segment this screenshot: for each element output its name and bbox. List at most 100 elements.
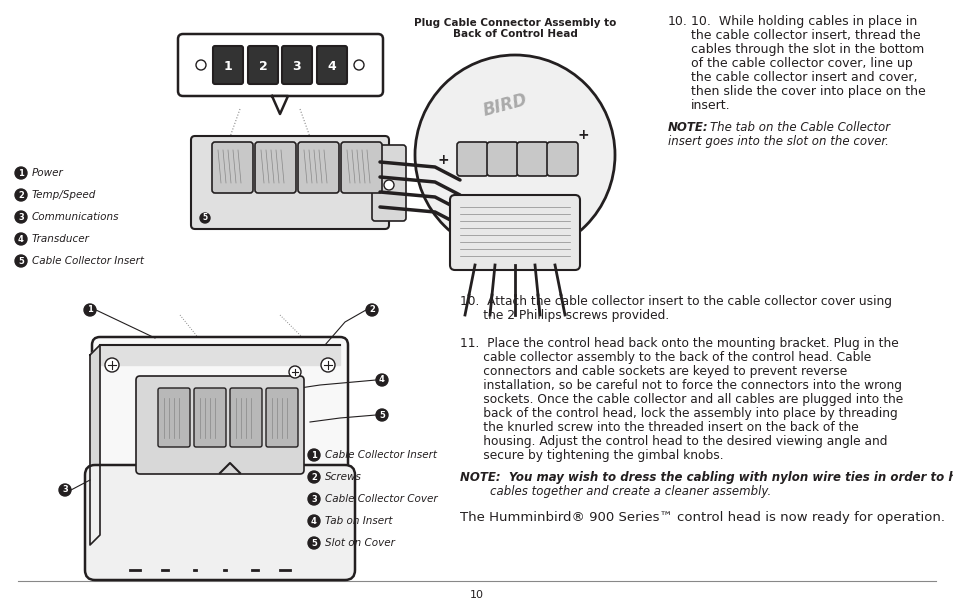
Text: 4: 4	[18, 234, 24, 244]
Text: NOTE:: NOTE:	[667, 121, 708, 134]
Circle shape	[354, 60, 364, 70]
Text: secure by tightening the gimbal knobs.: secure by tightening the gimbal knobs.	[459, 449, 723, 462]
Text: 2: 2	[311, 473, 316, 482]
Text: 3: 3	[18, 213, 24, 222]
Text: Tab on Insert: Tab on Insert	[325, 516, 392, 527]
Text: cables together and create a cleaner assembly.: cables together and create a cleaner ass…	[459, 485, 770, 498]
Text: the cable collector insert and cover,: the cable collector insert and cover,	[690, 71, 917, 84]
Text: back of the control head, lock the assembly into place by threading: back of the control head, lock the assem…	[459, 407, 897, 420]
Text: +: +	[577, 128, 588, 142]
Text: connectors and cable sockets are keyed to prevent reverse: connectors and cable sockets are keyed t…	[459, 365, 846, 378]
Circle shape	[15, 255, 27, 267]
Text: 1: 1	[18, 169, 24, 177]
Text: +: +	[436, 153, 448, 167]
Text: NOTE:  You may wish to dress the cabling with nylon wire ties in order to hold t: NOTE: You may wish to dress the cabling …	[459, 471, 953, 484]
FancyBboxPatch shape	[178, 34, 382, 96]
FancyBboxPatch shape	[212, 142, 253, 193]
Text: 11.  Place the control head back onto the mounting bracket. Plug in the: 11. Place the control head back onto the…	[459, 337, 898, 350]
Text: Power: Power	[32, 169, 64, 178]
Text: the cable collector insert, thread the: the cable collector insert, thread the	[690, 29, 920, 42]
Circle shape	[200, 213, 210, 223]
Text: then slide the cover into place on the: then slide the cover into place on the	[690, 85, 924, 98]
Circle shape	[308, 493, 319, 505]
FancyBboxPatch shape	[85, 465, 355, 580]
Text: 10.  Attach the cable collector insert to the cable collector cover using: 10. Attach the cable collector insert to…	[459, 295, 891, 308]
Text: insert.: insert.	[690, 99, 730, 112]
Circle shape	[415, 55, 615, 255]
FancyBboxPatch shape	[450, 195, 579, 270]
Circle shape	[308, 449, 319, 461]
Polygon shape	[90, 345, 100, 545]
Text: Cable Collector Insert: Cable Collector Insert	[325, 451, 436, 460]
Circle shape	[59, 484, 71, 496]
FancyBboxPatch shape	[248, 46, 277, 84]
FancyBboxPatch shape	[230, 388, 262, 447]
Text: 4: 4	[311, 516, 316, 526]
Text: the knurled screw into the threaded insert on the back of the: the knurled screw into the threaded inse…	[459, 421, 858, 434]
FancyBboxPatch shape	[546, 142, 578, 176]
Text: The tab on the Cable Collector: The tab on the Cable Collector	[709, 121, 889, 134]
Text: 3: 3	[311, 495, 316, 504]
Text: 5: 5	[378, 410, 384, 420]
Text: 5: 5	[202, 214, 208, 222]
Circle shape	[15, 211, 27, 223]
Text: 4: 4	[378, 376, 384, 384]
Text: Cable Collector Cover: Cable Collector Cover	[325, 495, 437, 504]
Circle shape	[289, 366, 301, 378]
Circle shape	[84, 304, 96, 316]
Circle shape	[375, 409, 388, 421]
Text: the 2 Phillips screws provided.: the 2 Phillips screws provided.	[459, 309, 669, 322]
FancyBboxPatch shape	[193, 388, 226, 447]
Text: 10.: 10.	[667, 15, 687, 28]
FancyBboxPatch shape	[372, 145, 406, 221]
Polygon shape	[100, 345, 339, 365]
Polygon shape	[272, 96, 288, 114]
FancyBboxPatch shape	[297, 142, 338, 193]
Polygon shape	[220, 463, 240, 473]
FancyBboxPatch shape	[254, 142, 295, 193]
Text: 1: 1	[223, 60, 233, 72]
Text: BIRD: BIRD	[480, 91, 529, 119]
Text: 3: 3	[62, 485, 68, 495]
Text: The Humminbird® 900 Series™ control head is now ready for operation.: The Humminbird® 900 Series™ control head…	[459, 511, 944, 524]
FancyBboxPatch shape	[191, 136, 389, 229]
Text: 2: 2	[18, 191, 24, 200]
FancyBboxPatch shape	[91, 337, 348, 543]
Text: Cable Collector Insert: Cable Collector Insert	[32, 256, 144, 267]
Text: 1: 1	[87, 306, 92, 314]
Text: housing. Adjust the control head to the desired viewing angle and: housing. Adjust the control head to the …	[459, 435, 886, 448]
Circle shape	[375, 374, 388, 386]
Text: Temp/Speed: Temp/Speed	[32, 191, 96, 200]
FancyBboxPatch shape	[340, 142, 381, 193]
Text: 3: 3	[293, 60, 301, 72]
Text: 10: 10	[470, 590, 483, 600]
Circle shape	[15, 189, 27, 201]
Text: 10.  While holding cables in place in: 10. While holding cables in place in	[690, 15, 916, 28]
FancyBboxPatch shape	[517, 142, 547, 176]
Circle shape	[105, 358, 119, 372]
FancyBboxPatch shape	[213, 46, 243, 84]
Text: Screws: Screws	[325, 473, 361, 482]
FancyBboxPatch shape	[266, 388, 297, 447]
Circle shape	[308, 471, 319, 483]
Text: 5: 5	[18, 256, 24, 266]
FancyBboxPatch shape	[136, 376, 304, 474]
Circle shape	[308, 537, 319, 549]
FancyBboxPatch shape	[282, 46, 312, 84]
FancyBboxPatch shape	[316, 46, 347, 84]
Circle shape	[366, 304, 377, 316]
Circle shape	[308, 515, 319, 527]
Circle shape	[195, 60, 206, 70]
Text: Plug Cable Connector Assembly to: Plug Cable Connector Assembly to	[414, 18, 616, 28]
Circle shape	[384, 180, 394, 190]
Text: sockets. Once the cable collector and all cables are plugged into the: sockets. Once the cable collector and al…	[459, 393, 902, 406]
Circle shape	[15, 167, 27, 179]
Text: 2: 2	[258, 60, 267, 72]
FancyBboxPatch shape	[158, 388, 190, 447]
Text: installation, so be careful not to force the connectors into the wrong: installation, so be careful not to force…	[459, 379, 901, 392]
Circle shape	[320, 358, 335, 372]
Text: Transducer: Transducer	[32, 234, 90, 244]
FancyBboxPatch shape	[486, 142, 517, 176]
Text: 4: 4	[327, 60, 336, 72]
Text: insert goes into the slot on the cover.: insert goes into the slot on the cover.	[667, 135, 888, 148]
